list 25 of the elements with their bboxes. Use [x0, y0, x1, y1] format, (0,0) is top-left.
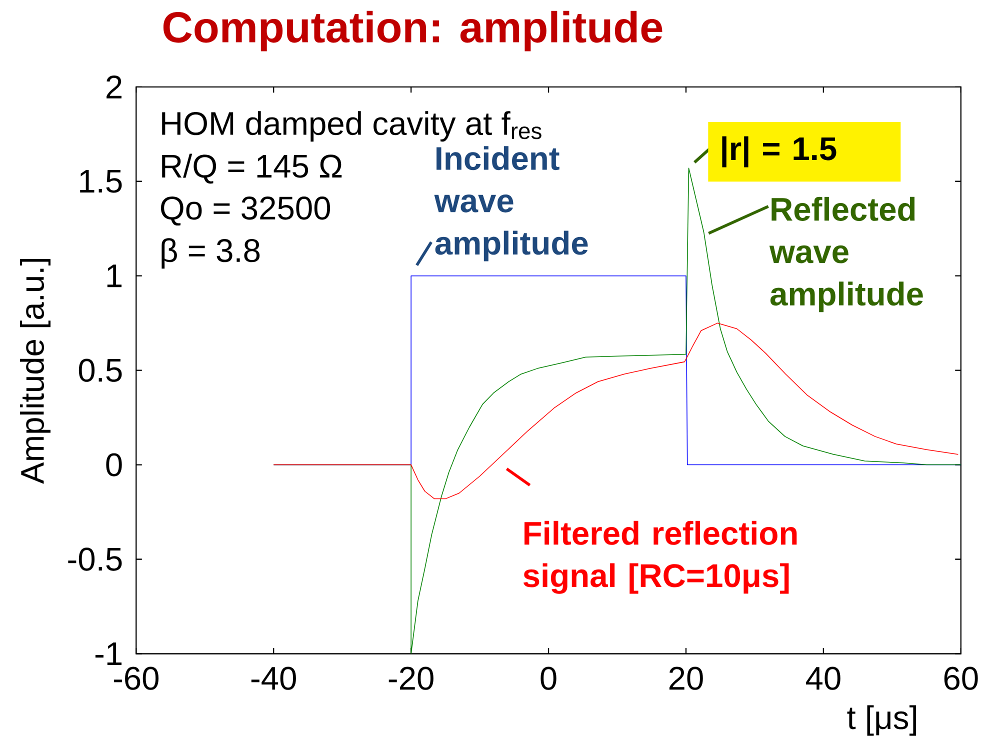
annotation: Qo = 32500 — [160, 196, 330, 226]
y-tick-label: 1.5 — [80, 170, 122, 193]
x-axis-title: t [μs] — [847, 705, 916, 736]
annotation: Filtered reflection signal [RC=10μs] — [523, 521, 797, 594]
x-tick-label: -40 — [251, 666, 296, 690]
y-tick-label: -1 — [95, 642, 122, 666]
x-tick-label: -60 — [114, 666, 158, 690]
x-tick-label: -20 — [388, 666, 434, 690]
y-tick-label: 1 — [107, 264, 122, 288]
x-tick-label: 40 — [806, 666, 840, 690]
y-tick-label: 0 — [106, 453, 122, 477]
x-tick-label: 0 — [540, 666, 556, 690]
annotation: β = 3.8 — [162, 238, 260, 269]
y-tick-label: 2 — [106, 76, 122, 98]
y-tick-label: 0.5 — [78, 358, 122, 382]
annotation: R/Q = 145 Ω — [162, 154, 342, 184]
annotation: Reflected wave amplitude — [769, 197, 923, 312]
annotation: |r| = 1.5 — [722, 136, 836, 168]
y-tick-label: -0.5 — [68, 548, 122, 572]
x-tick-label: 20 — [669, 666, 703, 690]
chart-title: Computation: amplitude — [163, 11, 662, 52]
annotation: HOM damped cavity at f$_{res}$ — [162, 111, 542, 142]
x-tick-label: 60 — [944, 666, 978, 690]
y-axis-title: Amplitude [a.u.] — [20, 259, 51, 484]
annotation: Incident wave amplitude — [434, 146, 588, 262]
